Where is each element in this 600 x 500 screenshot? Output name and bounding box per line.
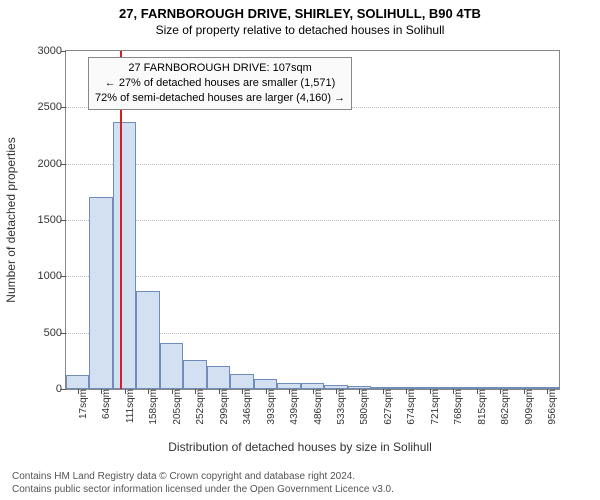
annotation-line: ← 27% of detached houses are smaller (1,…: [95, 76, 345, 91]
page-title: 27, FARNBOROUGH DRIVE, SHIRLEY, SOLIHULL…: [0, 0, 600, 21]
y-axis-label: Number of detached properties: [4, 137, 18, 302]
xtick-label: 486sqm: [309, 389, 324, 425]
xtick-label: 909sqm: [520, 389, 535, 425]
histogram-bar: [254, 379, 277, 389]
histogram-bar: [113, 122, 136, 389]
annotation-line: 27 FARNBOROUGH DRIVE: 107sqm: [95, 61, 345, 76]
annotation-line: 72% of semi-detached houses are larger (…: [95, 91, 345, 106]
histogram-bar: [136, 291, 159, 389]
ytick-label: 1000: [17, 270, 66, 282]
footer-line2: Contains public sector information licen…: [12, 483, 394, 496]
xtick-label: 674sqm: [402, 389, 417, 425]
xtick-label: 815sqm: [473, 389, 488, 425]
xtick-label: 627sqm: [379, 389, 394, 425]
xtick-label: 768sqm: [449, 389, 464, 425]
histogram-bar: [230, 374, 253, 389]
histogram-bar: [160, 343, 183, 389]
footer-line1: Contains HM Land Registry data © Crown c…: [12, 470, 394, 483]
histogram-bar: [207, 366, 230, 389]
x-axis-label: Distribution of detached houses by size …: [0, 440, 600, 454]
xtick-label: 205sqm: [168, 389, 183, 425]
xtick-label: 721sqm: [426, 389, 441, 425]
xtick-label: 252sqm: [191, 389, 206, 425]
ytick-label: 500: [17, 327, 66, 339]
ytick-label: 2000: [17, 158, 66, 170]
xtick-label: 956sqm: [543, 389, 558, 425]
histogram-bar: [89, 197, 112, 389]
ytick-label: 1500: [17, 214, 66, 226]
xtick-label: 346sqm: [238, 389, 253, 425]
page-subtitle: Size of property relative to detached ho…: [0, 21, 600, 37]
ytick-label: 0: [17, 383, 66, 395]
ytick-label: 3000: [17, 45, 66, 57]
annotation-box: 27 FARNBOROUGH DRIVE: 107sqm← 27% of det…: [88, 57, 352, 110]
xtick-label: 533sqm: [332, 389, 347, 425]
histogram-bar: [66, 375, 89, 389]
chart-container: 05001000150020002500300017sqm64sqm111sqm…: [65, 50, 560, 390]
xtick-label: 299sqm: [215, 389, 230, 425]
xtick-label: 17sqm: [74, 389, 89, 419]
xtick-label: 439sqm: [285, 389, 300, 425]
xtick-label: 64sqm: [97, 389, 112, 419]
plot-area: 05001000150020002500300017sqm64sqm111sqm…: [65, 50, 560, 390]
xtick-label: 580sqm: [355, 389, 370, 425]
xtick-label: 111sqm: [121, 389, 136, 423]
footer: Contains HM Land Registry data © Crown c…: [12, 470, 394, 496]
histogram-bar: [183, 360, 206, 389]
xtick-label: 158sqm: [144, 389, 159, 425]
xtick-label: 393sqm: [262, 389, 277, 425]
ytick-label: 2500: [17, 101, 66, 113]
xtick-label: 862sqm: [496, 389, 511, 425]
